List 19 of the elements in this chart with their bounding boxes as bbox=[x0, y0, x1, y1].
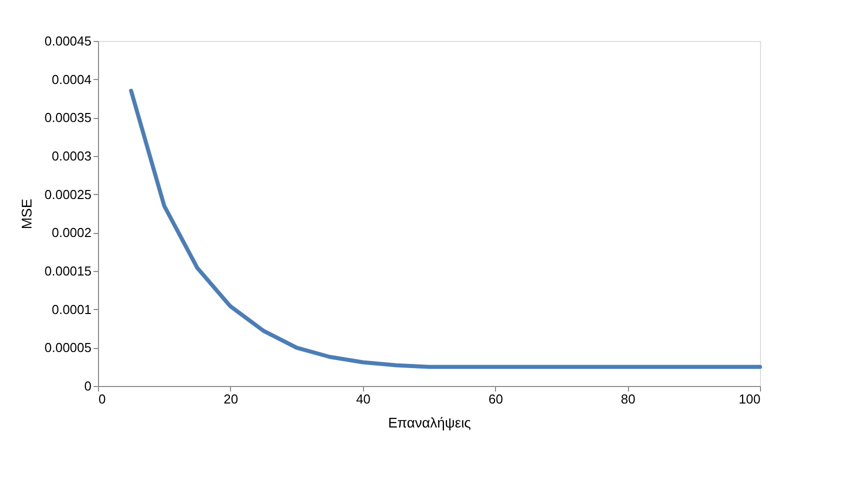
y-tick-label: 0.00015 bbox=[44, 264, 92, 278]
x-tick-label: 60 bbox=[488, 392, 503, 406]
y-tick-label: 0.00005 bbox=[44, 340, 92, 356]
y-tick-label: 0.0004 bbox=[52, 72, 92, 87]
line-series bbox=[129, 88, 762, 369]
x-tick-label: 80 bbox=[620, 392, 636, 406]
y-tick-label: 0.0002 bbox=[52, 225, 92, 240]
y-tick-label: 0.00035 bbox=[44, 110, 92, 126]
x-axis-title: Επαναλήψεις bbox=[388, 414, 472, 430]
y-tick-label: 0.00045 bbox=[44, 34, 92, 48]
y-tick-label: 0.0003 bbox=[52, 148, 92, 164]
y-axis-title: MSE bbox=[18, 198, 35, 230]
y-tick-label: 0.00025 bbox=[44, 186, 92, 202]
y-tick-label: 0 bbox=[84, 378, 92, 394]
y-tick-label: 0.0001 bbox=[52, 302, 92, 317]
x-tick-label: 0 bbox=[98, 392, 106, 406]
x-tick-label: 20 bbox=[224, 392, 238, 406]
x-tick-label: 100 bbox=[738, 392, 760, 406]
x-tick-label: 40 bbox=[356, 392, 371, 406]
